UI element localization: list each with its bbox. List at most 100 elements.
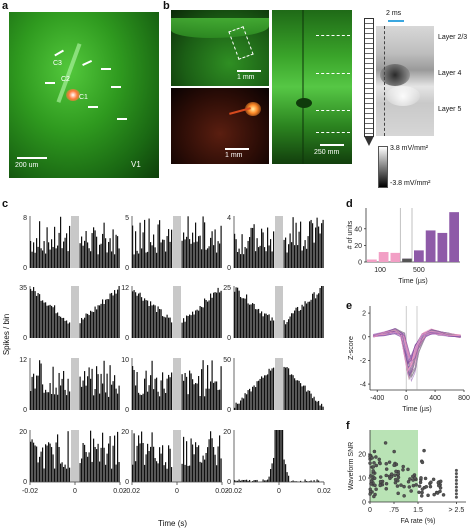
correlogram-bar <box>255 251 257 268</box>
correlogram-bar <box>252 227 254 268</box>
f-point <box>402 484 406 489</box>
refractory-band <box>71 430 79 482</box>
correlogram-bar <box>79 323 81 338</box>
waveform-trace <box>373 332 461 362</box>
correlogram-bar <box>298 380 300 410</box>
correlogram-bar <box>169 317 171 338</box>
correlogram-bar <box>246 294 248 338</box>
panel-e-waveforms: 2 0 -2 -4 -400 0 400 800 Time (µs) Z-score <box>348 306 470 413</box>
correlogram-bar <box>307 301 309 338</box>
correlogram-bar <box>39 360 41 410</box>
correlogram-bar <box>150 446 152 482</box>
correlogram-bar <box>192 311 194 338</box>
correlogram-bar <box>237 480 239 482</box>
correlogram-bar <box>150 242 152 268</box>
correlogram-bar <box>250 391 252 410</box>
correlogram-bar <box>189 314 191 338</box>
correlogram-bar <box>217 446 219 482</box>
correlogram-ymax-label: 20 <box>223 429 231 436</box>
correlogram-bar <box>40 363 42 410</box>
probe-schematic <box>364 18 374 137</box>
correlogram-bar <box>291 313 293 338</box>
correlogram-bar <box>300 221 302 268</box>
correlogram-bar <box>310 219 312 268</box>
correlogram-bar <box>58 372 60 410</box>
correlogram-bar <box>160 309 162 338</box>
area-label-v1: V1 <box>131 160 141 169</box>
correlogram-bar <box>40 451 42 482</box>
waveform-trace <box>373 328 461 377</box>
f-point <box>370 456 374 460</box>
correlogram-bar <box>136 295 138 338</box>
correlogram-bar <box>247 480 249 482</box>
correlogram-bar <box>316 294 318 338</box>
correlogram-bar <box>96 309 98 338</box>
correlogram-bar <box>51 239 53 268</box>
channel-label-c2: C2 <box>61 76 70 83</box>
f-point <box>422 448 426 453</box>
f-point <box>420 460 425 465</box>
correlogram-bar <box>309 221 311 268</box>
f-point <box>420 490 424 495</box>
correlogram-bar <box>276 430 278 482</box>
correlogram-bar <box>108 241 110 268</box>
correlogram-bar <box>219 389 221 410</box>
correlogram-ymax-label: 20 <box>19 429 27 436</box>
correlogram-bar <box>100 373 102 410</box>
refractory-band <box>173 216 181 268</box>
correlogram-bar <box>166 468 168 482</box>
correlogram-bar <box>40 300 42 338</box>
correlogram-bar <box>285 464 287 482</box>
correlogram-bar <box>64 389 66 410</box>
correlogram-bar <box>48 442 50 482</box>
correlogram-bar <box>97 374 99 410</box>
correlogram-bar <box>264 480 266 482</box>
correlogram-bar <box>243 479 245 482</box>
f-xtick-label: > 2.5 <box>449 507 465 514</box>
correlogram-bar <box>309 390 311 410</box>
correlogram-bar <box>144 378 146 410</box>
correlogram-bar <box>157 391 159 410</box>
correlogram-bar <box>181 374 183 410</box>
correlogram-bar <box>85 452 87 482</box>
correlogram-bar <box>298 310 300 338</box>
correlogram-bar <box>105 464 107 482</box>
correlogram-bar <box>145 300 147 338</box>
correlogram-bar <box>307 390 309 410</box>
correlogram-bar <box>262 377 264 410</box>
correlogram-bar <box>250 304 252 338</box>
correlogram-bar <box>184 464 186 482</box>
correlogram-bar <box>184 321 186 338</box>
correlogram-bar <box>84 240 86 268</box>
f-point <box>371 465 376 469</box>
correlogram-bar <box>97 254 99 268</box>
correlogram-bar <box>318 400 320 410</box>
correlogram-bar <box>91 233 93 268</box>
correlogram-bar <box>213 245 215 268</box>
correlogram-bar <box>91 461 93 482</box>
correlogram-bar <box>67 251 69 268</box>
correlogram-ymax-label: 5 <box>125 215 129 222</box>
correlogram-bar <box>94 306 96 338</box>
correlogram-bar <box>201 369 203 410</box>
correlogram-bar <box>142 300 144 338</box>
f-point <box>431 477 436 482</box>
panel-b-slice-green: 1 mm <box>171 10 269 86</box>
correlogram-bar <box>264 247 266 268</box>
f-point <box>417 490 421 495</box>
correlogram-bar <box>322 286 324 338</box>
f-ytick-label: 10 <box>358 476 366 483</box>
correlogram-bar <box>199 396 201 410</box>
correlogram-bar <box>90 430 92 482</box>
correlogram-bar <box>259 245 261 268</box>
marker-tick <box>45 82 55 84</box>
correlogram-bar <box>31 439 33 482</box>
correlogram-y0-label: 0 <box>23 335 27 342</box>
f-point <box>401 468 405 472</box>
correlogram-bar <box>187 315 189 338</box>
correlogram-bar <box>255 309 257 338</box>
correlogram-bar <box>258 247 260 268</box>
f-point <box>368 461 372 465</box>
correlogram-ymax-label: 25 <box>223 285 231 292</box>
f-point <box>420 494 424 498</box>
